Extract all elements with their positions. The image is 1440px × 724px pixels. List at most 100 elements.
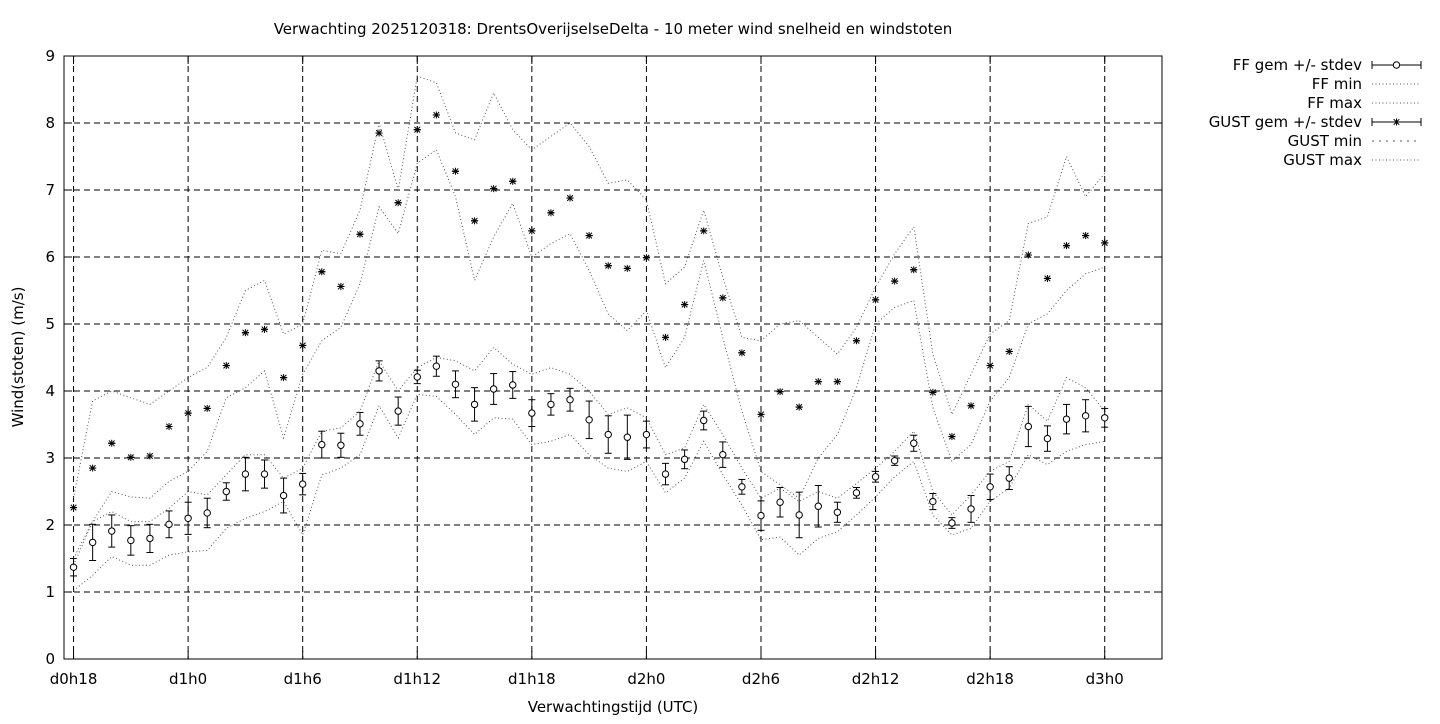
- marker-star: [146, 452, 154, 460]
- y-tick-label: 9: [45, 47, 55, 65]
- marker-circle: [222, 487, 231, 496]
- data-point: [451, 167, 459, 175]
- marker-circle: [776, 498, 784, 506]
- data-point: [910, 266, 918, 274]
- marker-star: [623, 264, 631, 272]
- x-axis-label: Verwachtingstijd (UTC): [528, 698, 699, 716]
- marker-circle: [680, 455, 689, 464]
- data-point: [1024, 405, 1033, 448]
- data-point: [165, 423, 173, 431]
- legend-item-gust-gem-stdev: GUST gem +/- stdev: [1209, 113, 1422, 131]
- data-point: [299, 341, 307, 349]
- x-tick-label: d2h12: [852, 670, 900, 688]
- data-point: [394, 396, 402, 426]
- series-gust-min: [73, 149, 1105, 559]
- marker-star: [967, 402, 975, 410]
- series-gust-max: [73, 75, 1106, 499]
- chart-title: Verwachting 2025120318: DrentsOverijsels…: [274, 20, 953, 38]
- x-tick-label: d1h18: [508, 670, 556, 688]
- data-point: [642, 254, 650, 262]
- marker-circle: [890, 456, 899, 465]
- y-tick-label: 3: [45, 449, 55, 467]
- marker-circle: [528, 409, 536, 417]
- marker-circle: [127, 536, 135, 545]
- series-line-gust-min: [73, 149, 1105, 559]
- data-point: [1005, 347, 1013, 355]
- y-tick-label: 6: [45, 248, 55, 266]
- marker-star: [642, 254, 650, 262]
- data-point: [604, 415, 612, 454]
- marker-circle: [833, 508, 842, 516]
- data-point: [662, 333, 670, 341]
- marker-circle: [432, 362, 441, 370]
- data-point: [146, 452, 154, 460]
- data-point: [585, 232, 593, 240]
- data-point: [528, 227, 536, 235]
- legend-item-ff-gem-stdev: FF gem +/- stdev: [1233, 56, 1422, 74]
- marker-star: [1024, 251, 1032, 259]
- data-point: [1005, 466, 1013, 490]
- data-point: [375, 360, 383, 382]
- marker-star: [738, 349, 746, 357]
- marker-star: [127, 453, 135, 461]
- data-point: [261, 325, 269, 333]
- marker-star: [547, 209, 555, 217]
- data-point: [623, 264, 631, 272]
- marker-star: [528, 227, 536, 235]
- data-point: [127, 453, 135, 461]
- data-point: [700, 410, 708, 431]
- data-point: [757, 500, 765, 531]
- marker-circle: [1043, 434, 1052, 443]
- marker-circle: [260, 470, 269, 478]
- marker-star: [833, 378, 841, 386]
- data-point: [929, 493, 937, 511]
- marker-circle: [642, 430, 651, 439]
- legend-label: FF max: [1307, 94, 1362, 112]
- marker-circle: [165, 520, 173, 529]
- marker-star: [394, 199, 402, 207]
- data-point: [776, 486, 784, 518]
- data-point: [222, 482, 231, 501]
- data-point: [738, 349, 746, 357]
- marker-star: [1063, 242, 1071, 250]
- data-point: [184, 409, 192, 417]
- data-point: [1043, 425, 1052, 452]
- y-axis-label: Wind(stoten) (m/s): [9, 287, 27, 428]
- marker-star: [184, 409, 192, 417]
- marker-star: [241, 329, 249, 337]
- y-tick-label: 4: [45, 382, 55, 400]
- data-point: [547, 393, 555, 416]
- data-point: [776, 388, 784, 396]
- marker-circle: [929, 497, 937, 506]
- data-point: [318, 268, 326, 276]
- data-point: [146, 523, 154, 553]
- data-point: [681, 301, 689, 309]
- marker-circle: [279, 491, 288, 500]
- data-point: [1101, 407, 1109, 428]
- marker-circle: [1101, 414, 1109, 422]
- marker-circle: [948, 519, 956, 527]
- marker-circle: [451, 380, 460, 388]
- x-tick-label: d2h0: [627, 670, 665, 688]
- marker-circle: [814, 502, 822, 510]
- marker-circle: [910, 439, 918, 447]
- series-ff-gem-stdev: [69, 355, 1109, 577]
- marker-star: [509, 177, 517, 185]
- marker-star: [814, 378, 822, 386]
- marker-circle: [738, 483, 746, 491]
- marker-circle: [1081, 412, 1090, 420]
- marker-star: [700, 227, 708, 235]
- marker-circle: [547, 400, 555, 409]
- data-point: [69, 558, 78, 577]
- marker-circle: [700, 416, 708, 425]
- data-point: [1062, 403, 1071, 435]
- marker-star: [585, 232, 593, 240]
- data-point: [241, 329, 249, 337]
- series-gust-gem-stdev: [70, 111, 1109, 512]
- data-point: [165, 510, 173, 539]
- marker-circle: [566, 396, 574, 404]
- marker-circle: [108, 527, 116, 535]
- data-point: [470, 387, 479, 422]
- marker-star: [203, 404, 211, 412]
- marker-circle: [394, 407, 402, 415]
